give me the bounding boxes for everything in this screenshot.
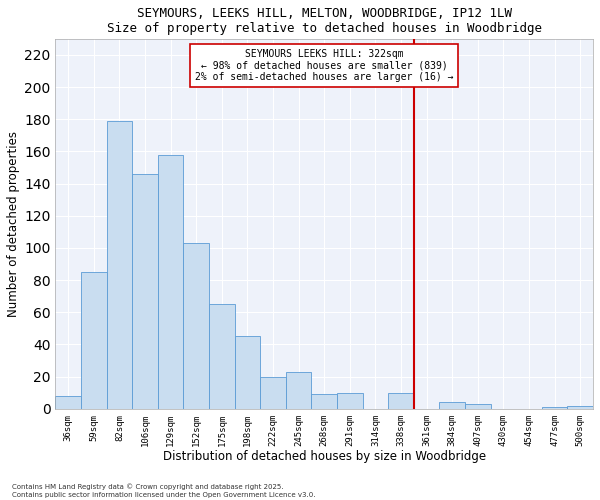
Bar [107,121,132,409]
Bar [337,392,362,409]
Text: Contains HM Land Registry data © Crown copyright and database right 2025.
Contai: Contains HM Land Registry data © Crown c… [12,484,316,498]
Bar [260,376,286,409]
Bar [184,243,209,409]
Bar [55,396,81,409]
Bar [542,407,568,409]
Bar [132,174,158,409]
X-axis label: Distribution of detached houses by size in Woodbridge: Distribution of detached houses by size … [163,450,486,463]
Bar [209,304,235,409]
Bar [568,406,593,409]
Bar [81,272,107,409]
Bar [158,154,184,409]
Bar [439,402,465,409]
Bar [388,392,414,409]
Y-axis label: Number of detached properties: Number of detached properties [7,131,20,317]
Bar [465,404,491,409]
Bar [235,336,260,409]
Bar [286,372,311,409]
Bar [311,394,337,409]
Title: SEYMOURS, LEEKS HILL, MELTON, WOODBRIDGE, IP12 1LW
Size of property relative to : SEYMOURS, LEEKS HILL, MELTON, WOODBRIDGE… [107,7,542,35]
Text: SEYMOURS LEEKS HILL: 322sqm
← 98% of detached houses are smaller (839)
2% of sem: SEYMOURS LEEKS HILL: 322sqm ← 98% of det… [195,48,454,82]
